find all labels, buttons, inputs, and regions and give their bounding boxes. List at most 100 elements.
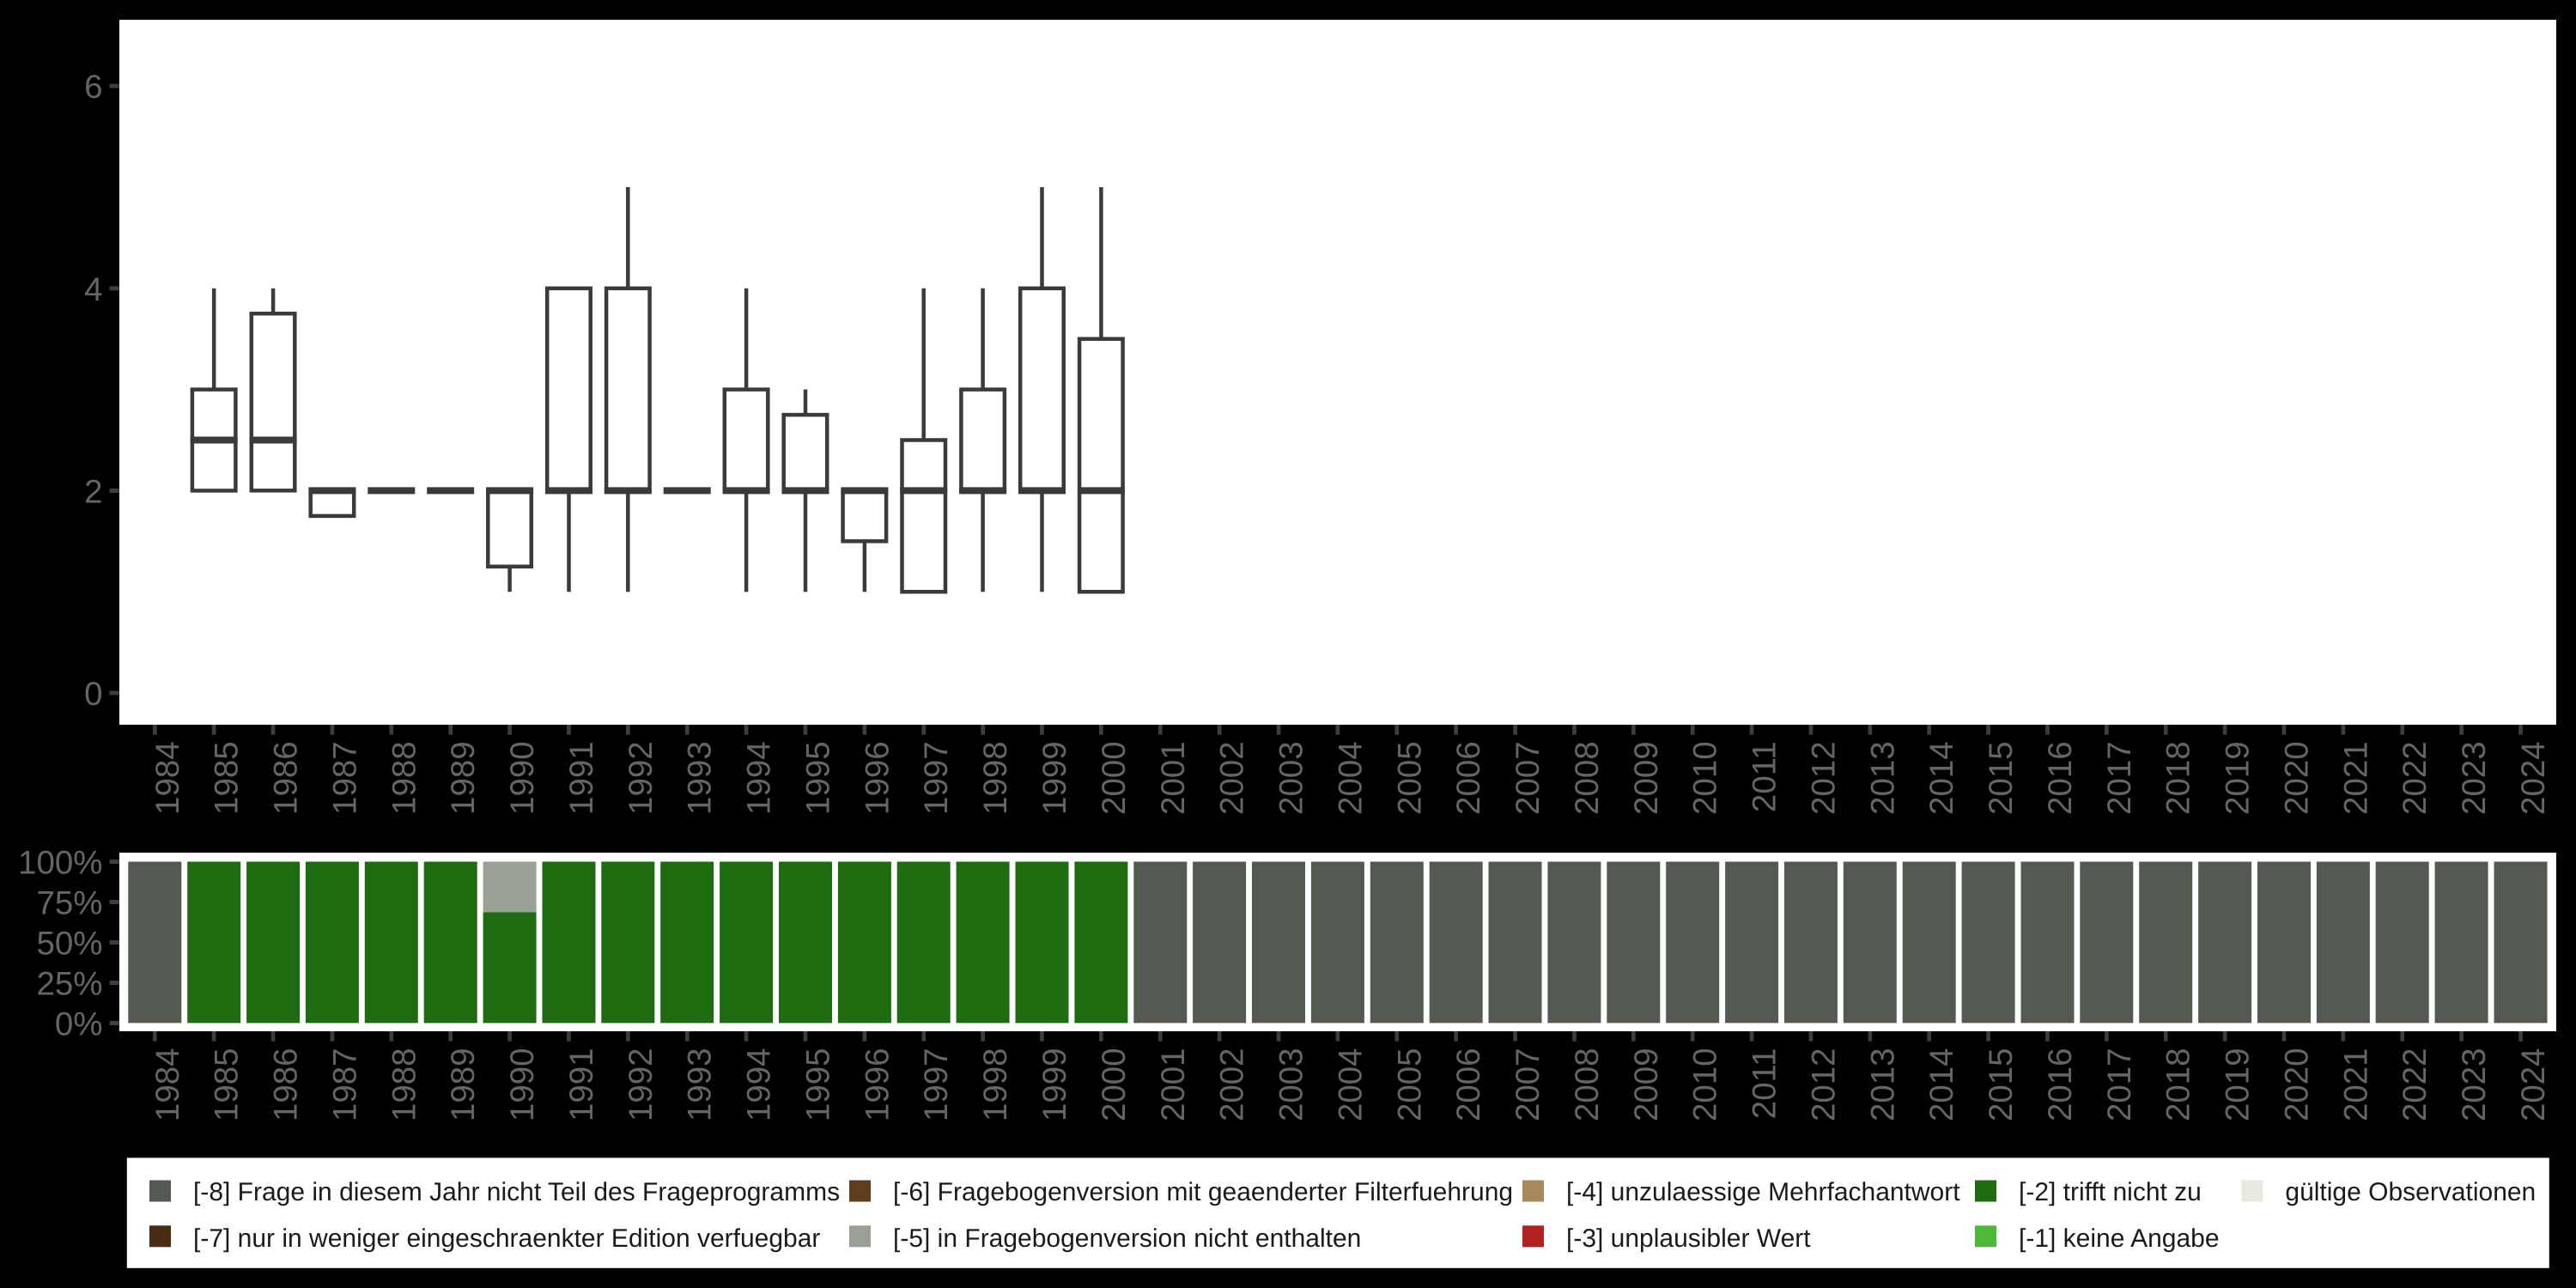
svg-text:2005: 2005 [1391, 741, 1428, 815]
svg-text:2009: 2009 [1628, 1048, 1665, 1121]
svg-text:1985: 1985 [209, 1048, 246, 1121]
svg-text:2017: 2017 [2101, 741, 2138, 815]
svg-text:1984: 1984 [149, 741, 186, 815]
svg-text:2014: 2014 [1923, 741, 1960, 815]
svg-text:2013: 2013 [1864, 1048, 1901, 1121]
svg-text:2011: 2011 [1747, 741, 1783, 812]
svg-text:2007: 2007 [1510, 1048, 1546, 1121]
svg-text:1985: 1985 [209, 741, 246, 815]
svg-text:gültige Observationen: gültige Observationen [2285, 1178, 2536, 1206]
svg-text:2024: 2024 [2515, 741, 2552, 815]
svg-text:2019: 2019 [2220, 1048, 2257, 1121]
svg-text:2020: 2020 [2279, 1048, 2316, 1121]
svg-text:2022: 2022 [2397, 1048, 2433, 1121]
svg-text:2021: 2021 [2337, 1048, 2374, 1121]
svg-text:1987: 1987 [326, 741, 363, 815]
svg-text:1989: 1989 [445, 1048, 482, 1121]
svg-text:[-8] Frage in diesem Jahr nich: [-8] Frage in diesem Jahr nicht Teil des… [193, 1178, 840, 1206]
svg-text:2016: 2016 [2042, 1048, 2079, 1121]
svg-text:1993: 1993 [682, 1048, 719, 1121]
svg-text:2011: 2011 [1747, 1048, 1783, 1119]
svg-text:1994: 1994 [741, 741, 778, 815]
svg-text:2012: 2012 [1805, 741, 1842, 815]
svg-text:0: 0 [84, 676, 102, 713]
svg-text:2003: 2003 [1273, 1048, 1310, 1121]
svg-text:1993: 1993 [682, 741, 719, 815]
svg-text:2007: 2007 [1510, 741, 1546, 815]
svg-text:2003: 2003 [1273, 741, 1310, 815]
svg-text:2017: 2017 [2101, 1048, 2138, 1121]
svg-text:2013: 2013 [1864, 741, 1901, 815]
svg-text:1988: 1988 [386, 1048, 422, 1121]
svg-text:2023: 2023 [2456, 741, 2493, 815]
svg-text:1990: 1990 [504, 1048, 541, 1121]
svg-text:1996: 1996 [859, 741, 896, 815]
svg-text:100%: 100% [18, 845, 102, 882]
svg-text:2001: 2001 [1155, 741, 1192, 815]
svg-text:2: 2 [84, 473, 102, 510]
svg-text:2008: 2008 [1569, 1048, 1606, 1121]
svg-text:1995: 1995 [800, 1048, 837, 1121]
svg-text:[-5] in Fragebogenversion nich: [-5] in Fragebogenversion nicht enthalte… [893, 1224, 1361, 1253]
svg-text:2015: 2015 [1983, 1048, 2020, 1121]
svg-text:2010: 2010 [1687, 1048, 1724, 1121]
svg-text:2002: 2002 [1214, 741, 1251, 815]
svg-text:2020: 2020 [2279, 741, 2316, 815]
svg-text:2001: 2001 [1155, 1048, 1192, 1121]
svg-text:2006: 2006 [1450, 741, 1487, 815]
svg-text:2010: 2010 [1687, 741, 1724, 815]
svg-text:2015: 2015 [1983, 741, 2020, 815]
svg-text:1996: 1996 [859, 1048, 896, 1121]
svg-text:1992: 1992 [623, 741, 659, 815]
svg-text:1999: 1999 [1036, 741, 1073, 815]
svg-text:1994: 1994 [741, 1048, 778, 1121]
svg-text:[-6] Fragebogenversion mit gea: [-6] Fragebogenversion mit geaenderter F… [893, 1178, 1513, 1206]
svg-text:1988: 1988 [386, 741, 422, 815]
svg-text:2016: 2016 [2042, 741, 2079, 815]
svg-text:[-1] keine Angabe: [-1] keine Angabe [2019, 1224, 2220, 1253]
svg-text:[-2] trifft nicht zu: [-2] trifft nicht zu [2019, 1178, 2202, 1206]
svg-text:2005: 2005 [1391, 1048, 1428, 1121]
svg-text:2002: 2002 [1214, 1048, 1251, 1121]
svg-text:2014: 2014 [1923, 1048, 1960, 1121]
svg-text:2008: 2008 [1569, 741, 1606, 815]
svg-text:2004: 2004 [1332, 1048, 1369, 1121]
svg-text:6: 6 [84, 69, 102, 106]
svg-text:1998: 1998 [977, 1048, 1014, 1121]
svg-text:2000: 2000 [1096, 1048, 1133, 1121]
svg-text:2012: 2012 [1805, 1048, 1842, 1121]
svg-text:1991: 1991 [563, 741, 600, 815]
svg-text:1998: 1998 [977, 741, 1014, 815]
svg-text:1986: 1986 [268, 1048, 305, 1121]
svg-text:1992: 1992 [623, 1048, 659, 1121]
svg-text:2006: 2006 [1450, 1048, 1487, 1121]
svg-text:2004: 2004 [1332, 741, 1369, 815]
svg-text:1990: 1990 [504, 741, 541, 815]
svg-text:2022: 2022 [2397, 741, 2433, 815]
svg-text:1995: 1995 [800, 741, 837, 815]
svg-text:2000: 2000 [1096, 741, 1133, 815]
svg-text:[-7] nur in weniger eingeschra: [-7] nur in weniger eingeschraenkter Edi… [193, 1224, 820, 1253]
svg-text:75%: 75% [36, 885, 102, 922]
svg-text:2021: 2021 [2337, 741, 2374, 815]
svg-text:2019: 2019 [2220, 741, 2257, 815]
svg-text:2024: 2024 [2515, 1048, 2552, 1121]
svg-text:4: 4 [84, 271, 102, 308]
svg-text:1987: 1987 [326, 1048, 363, 1121]
svg-text:[-3] unplausibler Wert: [-3] unplausibler Wert [1566, 1224, 1811, 1253]
svg-text:1997: 1997 [918, 1048, 955, 1121]
svg-text:0%: 0% [55, 1006, 103, 1043]
svg-text:2018: 2018 [2160, 1048, 2197, 1121]
svg-text:2018: 2018 [2160, 741, 2197, 815]
svg-text:1997: 1997 [918, 741, 955, 815]
svg-text:1991: 1991 [563, 1048, 600, 1121]
svg-text:1989: 1989 [445, 741, 482, 815]
svg-text:25%: 25% [36, 966, 102, 1003]
svg-text:1984: 1984 [149, 1048, 186, 1121]
svg-text:2023: 2023 [2456, 1048, 2493, 1121]
svg-text:[-4] unzulaessige Mehrfachantw: [-4] unzulaessige Mehrfachantwort [1566, 1178, 1960, 1206]
svg-text:50%: 50% [36, 926, 102, 963]
svg-text:1986: 1986 [268, 741, 305, 815]
svg-text:2009: 2009 [1628, 741, 1665, 815]
svg-text:1999: 1999 [1036, 1048, 1073, 1121]
